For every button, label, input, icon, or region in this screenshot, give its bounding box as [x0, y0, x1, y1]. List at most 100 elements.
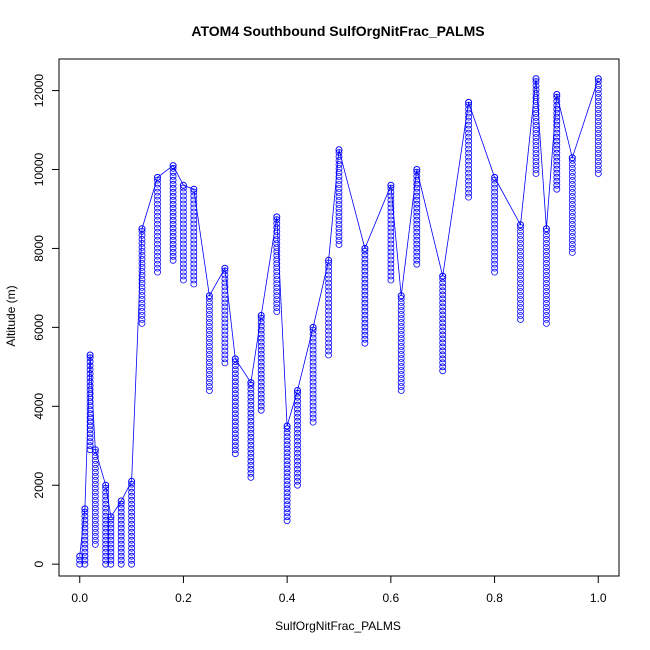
data-point-ring [553, 97, 561, 105]
data-point-ring [128, 560, 136, 568]
data-point-ring [247, 465, 255, 473]
data-point-ring [543, 243, 550, 251]
data-point-ring [91, 533, 99, 540]
data-point-ring [491, 176, 499, 184]
data-point-ring [81, 520, 89, 528]
data-point-ring [397, 383, 405, 390]
data-point-ring [309, 402, 317, 410]
data-point-ring [117, 552, 125, 560]
data-point-ring [568, 212, 576, 220]
data-point-ring [325, 299, 333, 307]
data-point-ring [465, 185, 473, 193]
data-point-ring [361, 251, 369, 259]
data-point-ring [179, 208, 187, 216]
data-point-ring [91, 452, 99, 460]
data-point-ring [465, 161, 473, 169]
data-point-ring [491, 252, 499, 260]
profile-column [86, 351, 94, 454]
data-point-ring [465, 117, 473, 125]
data-point-ring [205, 379, 213, 386]
data-point-ring [553, 161, 561, 169]
data-point-ring [491, 228, 499, 236]
data-point-ring [517, 232, 524, 239]
data-point-ring [439, 319, 447, 327]
data-point-ring [294, 401, 301, 409]
data-point-ring [397, 363, 405, 370]
x-axis-label: SulfOrgNitFrac_PALMS [275, 619, 401, 633]
data-point-ring [294, 413, 301, 421]
data-point-ring [138, 299, 146, 307]
data-point-ring [231, 378, 239, 386]
data-point-ring [231, 438, 239, 446]
data-point-ring [169, 164, 177, 172]
data-point-ring [594, 170, 602, 177]
data-point-ring [102, 560, 110, 568]
data-point-ring [190, 276, 198, 284]
data-point-ring [517, 284, 524, 291]
data-point-ring [138, 259, 146, 267]
data-point-ring [231, 434, 239, 442]
data-point [283, 422, 291, 430]
data-point-ring [205, 363, 213, 370]
data-point-ring [221, 307, 229, 315]
data-point-ring [179, 252, 187, 260]
data-point-ring [128, 516, 136, 524]
data-point-ring [532, 82, 540, 89]
data-point-ring [190, 260, 198, 268]
data-point-ring [532, 162, 540, 169]
data-point-ring [465, 189, 473, 197]
data-point-ring [231, 410, 239, 418]
data-point-ring [247, 389, 255, 397]
data-point-ring [568, 188, 576, 196]
data-point-ring [439, 307, 447, 315]
data-point-ring [128, 512, 136, 520]
data-point-ring [553, 169, 561, 177]
data-point-ring [543, 259, 550, 267]
data-point-ring [91, 464, 99, 472]
data-point-ring [221, 343, 229, 351]
data-point-ring [190, 192, 198, 200]
data-point-ring [594, 98, 602, 105]
data-point [91, 446, 99, 454]
data-point-ring [335, 157, 343, 164]
x-axis: 0.0 0.2 0.4 0.6 0.8 1.0 [71, 575, 607, 605]
data-point-ring [465, 129, 473, 137]
data-point [568, 154, 576, 162]
data-point-ring [517, 300, 524, 307]
profile-column [231, 355, 239, 458]
data-point-ring [594, 162, 602, 169]
data-point-ring [465, 125, 473, 133]
data-point-ring [190, 256, 198, 264]
data-point-ring [361, 279, 369, 287]
data-point-ring [465, 137, 473, 145]
data-point-ring [397, 375, 405, 382]
data-point-ring [361, 335, 369, 343]
data-point-ring [154, 260, 161, 268]
data-point-ring [543, 251, 550, 259]
data-point-ring [309, 386, 317, 394]
data-point-ring [413, 232, 421, 240]
data-point-ring [179, 200, 187, 208]
data-point-ring [335, 237, 343, 244]
data-point-ring [221, 315, 229, 323]
data-point-ring [257, 338, 265, 346]
data-point-ring [86, 386, 94, 394]
data-point-ring [309, 370, 317, 378]
profile-column [387, 181, 395, 284]
data-point-ring [169, 176, 177, 184]
data-point-ring [128, 528, 136, 536]
data-point-ring [283, 501, 291, 509]
data-point-ring [86, 414, 94, 422]
data-point-ring [86, 430, 94, 438]
data-point-ring [387, 188, 395, 196]
data-point-ring [491, 184, 499, 192]
data-point-ring [465, 173, 473, 181]
data-point-ring [257, 358, 265, 366]
data-point-ring [283, 489, 291, 497]
data-point-ring [205, 387, 213, 394]
data-point-ring [543, 291, 550, 299]
data-point-ring [397, 311, 405, 318]
data-point-ring [283, 469, 291, 477]
data-point-ring [439, 335, 447, 343]
data-point-ring [413, 256, 421, 264]
